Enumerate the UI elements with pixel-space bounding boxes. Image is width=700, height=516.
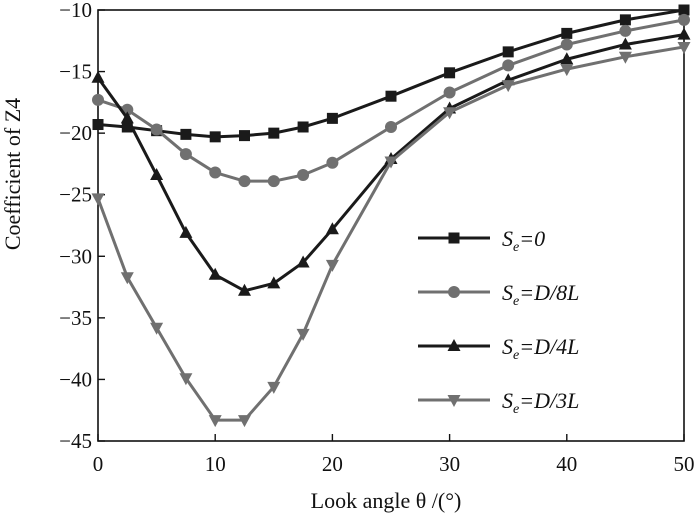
data-point [268, 127, 280, 139]
data-point [619, 24, 632, 37]
data-point [121, 121, 133, 133]
legend-swatch-marker [448, 286, 460, 298]
data-point [326, 156, 339, 169]
series-2 [92, 13, 690, 188]
x-tick-label: 50 [674, 452, 695, 476]
series-4 [91, 41, 691, 428]
y-tick-label: −45 [59, 429, 92, 453]
data-point [297, 121, 309, 133]
data-point [501, 80, 515, 93]
data-point [150, 322, 164, 335]
x-tick-label: 30 [439, 452, 460, 476]
data-point [120, 272, 134, 285]
data-point [120, 111, 134, 124]
x-tick-label: 40 [556, 452, 577, 476]
data-point [267, 276, 281, 289]
x-tick-label: 10 [205, 452, 226, 476]
plot-frame [97, 9, 685, 442]
axes: 0 10 20 30 40 50 −45 −40 −35 −30 −25 −20 −15 −10 [59, 0, 694, 476]
data-point [238, 175, 251, 188]
data-point [677, 27, 691, 40]
data-point [296, 328, 310, 341]
series-1 [92, 4, 690, 143]
data-point [560, 64, 574, 77]
data-point [384, 156, 398, 169]
data-point [150, 168, 164, 181]
data-point [150, 123, 163, 136]
data-point [208, 267, 222, 280]
data-point [267, 381, 281, 394]
series-line [97, 8, 685, 139]
data-point [618, 37, 632, 50]
legend: Se=0 Se=D/8L Se=D/4L Se=D/3L [418, 226, 579, 417]
legend-swatch-marker [448, 232, 460, 244]
data-point [91, 193, 105, 206]
data-point [560, 38, 573, 51]
data-point [385, 120, 397, 133]
data-point [179, 225, 193, 238]
data-point [678, 4, 690, 16]
data-point [92, 93, 104, 106]
y-tick-label: −25 [59, 183, 92, 207]
data-point [267, 175, 280, 188]
legend-label: Se=D/8L [502, 280, 579, 309]
data-point [297, 169, 310, 182]
data-point [561, 27, 573, 39]
y-tick-label: −35 [59, 306, 92, 330]
data-point [208, 415, 222, 428]
data-point [91, 70, 105, 83]
y-tick-label: −15 [59, 60, 92, 84]
data-point [326, 112, 338, 124]
x-tick-label: 0 [93, 452, 104, 476]
series-layer [91, 4, 691, 428]
y-axis-title: Coefficient of Z4 [0, 98, 25, 250]
data-point [502, 46, 514, 58]
legend-entry-2: Se=D/8L [418, 280, 579, 309]
legend-swatch-marker [447, 395, 461, 407]
data-point [443, 107, 457, 120]
y-tick-label: −40 [59, 367, 92, 391]
legend-swatch-marker [447, 339, 461, 351]
y-tick-label: −30 [59, 244, 92, 268]
data-point [443, 86, 456, 99]
legend-label: Se=D/3L [502, 388, 579, 417]
legend-entry-1: Se=0 [418, 226, 545, 255]
data-point [296, 255, 310, 268]
data-point [678, 13, 690, 26]
data-point [209, 131, 221, 143]
data-point [325, 259, 339, 272]
data-point [92, 119, 104, 131]
data-point [325, 222, 339, 235]
legend-label: Se=0 [502, 226, 545, 255]
data-point [179, 373, 193, 386]
data-point [560, 52, 574, 65]
legend-entry-3: Se=D/4L [418, 334, 579, 363]
legend-label: Se=D/4L [502, 334, 579, 363]
data-point [179, 148, 192, 161]
data-point [209, 166, 222, 179]
data-point [677, 41, 691, 54]
data-point [239, 130, 250, 142]
legend-entry-4: Se=D/3L [418, 388, 579, 417]
data-point [238, 415, 251, 428]
data-point [619, 14, 631, 26]
data-point [385, 90, 397, 102]
x-tick-label: 20 [322, 452, 343, 476]
data-point [502, 59, 515, 72]
y-tick-label: −10 [59, 0, 92, 22]
y-tick-label: −20 [59, 121, 92, 145]
data-point [444, 67, 456, 79]
data-point [618, 51, 632, 64]
data-point [180, 128, 192, 140]
data-point [238, 283, 251, 296]
x-axis-title: Look angle θ /(°) [311, 488, 462, 513]
